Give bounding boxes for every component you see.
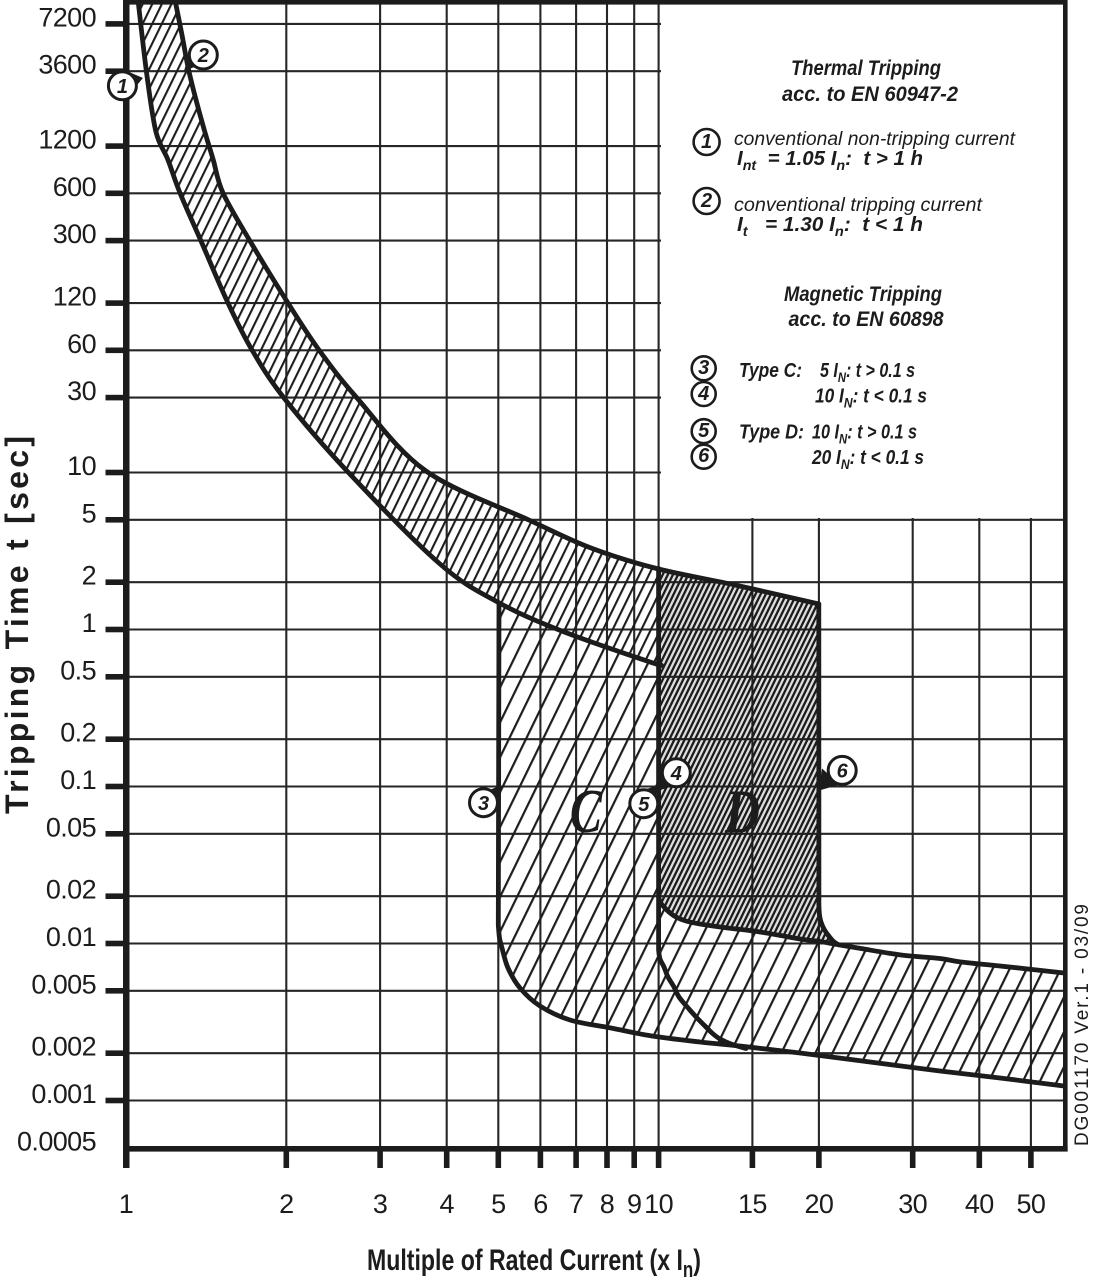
svg-text:60: 60 (67, 329, 96, 359)
svg-text:1: 1 (701, 131, 712, 153)
svg-text:DG001170 Ver.1 - 03/09: DG001170 Ver.1 - 03/09 (1072, 904, 1093, 1146)
svg-text:conventional non-tripping curr: conventional non-tripping current (734, 128, 1017, 150)
svg-text:2: 2 (82, 561, 96, 591)
svg-text:2: 2 (700, 190, 712, 212)
svg-text:5: 5 (698, 420, 710, 442)
svg-text:0.5: 0.5 (60, 655, 96, 685)
svg-text:0.0005: 0.0005 (17, 1126, 96, 1156)
svg-text:C: C (570, 777, 603, 846)
svg-text:Type C:: Type C: (739, 360, 802, 382)
svg-text:0.02: 0.02 (46, 875, 96, 905)
svg-text:7200: 7200 (38, 2, 96, 32)
svg-text:acc. to EN 60898: acc. to EN 60898 (789, 308, 944, 331)
svg-text:6: 6 (837, 761, 849, 783)
svg-text:6: 6 (698, 445, 710, 467)
svg-text:4: 4 (670, 763, 682, 785)
svg-text:30: 30 (898, 1189, 927, 1219)
svg-text:4: 4 (697, 383, 709, 405)
svg-text:Magnetic Tripping: Magnetic Tripping (784, 283, 942, 306)
svg-text:Int = 1.05 In: t > 1 h: Int = 1.05 In: t > 1 h (737, 148, 923, 173)
svg-text:It = 1.30 In: t < 1 h: It = 1.30 In: t < 1 h (737, 214, 923, 239)
svg-text:600: 600 (53, 172, 96, 202)
svg-text:Type D:: Type D: (739, 422, 804, 444)
svg-text:0.001: 0.001 (31, 1079, 96, 1109)
svg-text:10 IN: t > 0.1 s: 10 IN: t > 0.1 s (812, 422, 917, 447)
svg-text:40: 40 (965, 1189, 994, 1219)
svg-text:1: 1 (82, 608, 96, 638)
svg-text:D: D (724, 778, 760, 847)
svg-text:4: 4 (439, 1189, 454, 1219)
svg-text:30: 30 (67, 376, 96, 406)
svg-text:10 IN: t < 0.1 s: 10 IN: t < 0.1 s (815, 386, 927, 411)
svg-text:Thermal Tripping: Thermal Tripping (791, 57, 941, 80)
svg-text:50: 50 (1016, 1189, 1045, 1219)
svg-text:6: 6 (533, 1189, 547, 1219)
svg-text:0.2: 0.2 (60, 718, 96, 748)
svg-text:Multiple of Rated Current (x I: Multiple of Rated Current (x In) (367, 1244, 701, 1280)
svg-text:5: 5 (82, 498, 96, 528)
svg-text:Tripping Time t [sec]: Tripping Time t [sec] (0, 436, 35, 814)
svg-text:1: 1 (119, 1189, 133, 1219)
svg-text:0.05: 0.05 (46, 812, 96, 842)
svg-text:3: 3 (373, 1189, 387, 1219)
svg-text:1: 1 (117, 76, 128, 98)
svg-text:120: 120 (53, 282, 96, 312)
svg-text:9: 9 (627, 1189, 641, 1219)
svg-text:0.01: 0.01 (46, 922, 96, 952)
svg-text:2: 2 (197, 45, 209, 67)
svg-text:10: 10 (644, 1189, 673, 1219)
svg-text:10: 10 (67, 451, 96, 481)
svg-text:5: 5 (491, 1189, 505, 1219)
svg-text:3600: 3600 (38, 50, 96, 80)
svg-text:2: 2 (279, 1189, 293, 1219)
svg-text:3: 3 (478, 793, 489, 815)
svg-text:conventional tripping current: conventional tripping current (734, 194, 984, 216)
svg-text:5 IN: t > 0.1 s: 5 IN: t > 0.1 s (820, 360, 915, 385)
svg-text:3: 3 (698, 357, 709, 379)
svg-text:7: 7 (569, 1189, 583, 1219)
svg-text:acc. to EN 60947-2: acc. to EN 60947-2 (782, 83, 958, 106)
svg-text:0.005: 0.005 (31, 969, 96, 999)
svg-text:300: 300 (53, 219, 96, 249)
svg-text:15: 15 (738, 1189, 767, 1219)
svg-text:1200: 1200 (38, 125, 96, 155)
svg-text:0.002: 0.002 (31, 1032, 96, 1062)
svg-text:8: 8 (600, 1189, 614, 1219)
svg-text:20: 20 (804, 1189, 833, 1219)
svg-text:20 IN: t < 0.1 s: 20 IN: t < 0.1 s (811, 447, 924, 472)
svg-text:5: 5 (638, 794, 650, 816)
svg-text:0.1: 0.1 (60, 765, 96, 795)
